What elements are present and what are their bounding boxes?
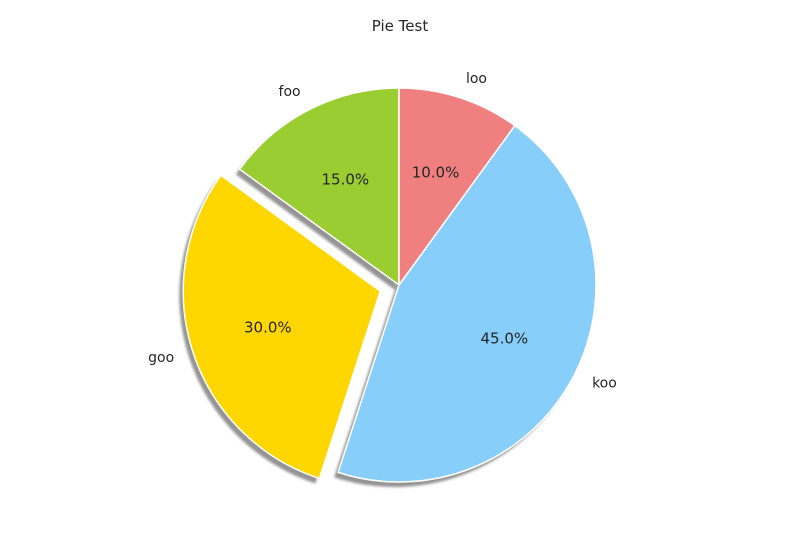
slice-percent-foo: 15.0%: [322, 171, 370, 189]
slice-layer: [182, 87, 597, 483]
slice-percent-loo: 10.0%: [412, 164, 460, 182]
slice-label-loo: loo: [466, 71, 487, 87]
chart-title: Pie Test: [372, 17, 429, 35]
slice-label-koo: koo: [592, 375, 617, 391]
slice-label-goo: goo: [148, 350, 174, 366]
pie-slice-loo: [398, 87, 516, 286]
pie-slice-koo: [337, 124, 597, 483]
label-layer: foo 15.0% goo 30.0% koo 45.0% loo 10.0%: [148, 71, 617, 391]
pie-slice-foo: [238, 87, 400, 286]
slice-label-foo: foo: [279, 84, 301, 100]
slice-percent-goo: 30.0%: [244, 319, 292, 337]
pie-slice-goo: [182, 174, 382, 480]
slice-percent-koo: 45.0%: [480, 330, 528, 348]
